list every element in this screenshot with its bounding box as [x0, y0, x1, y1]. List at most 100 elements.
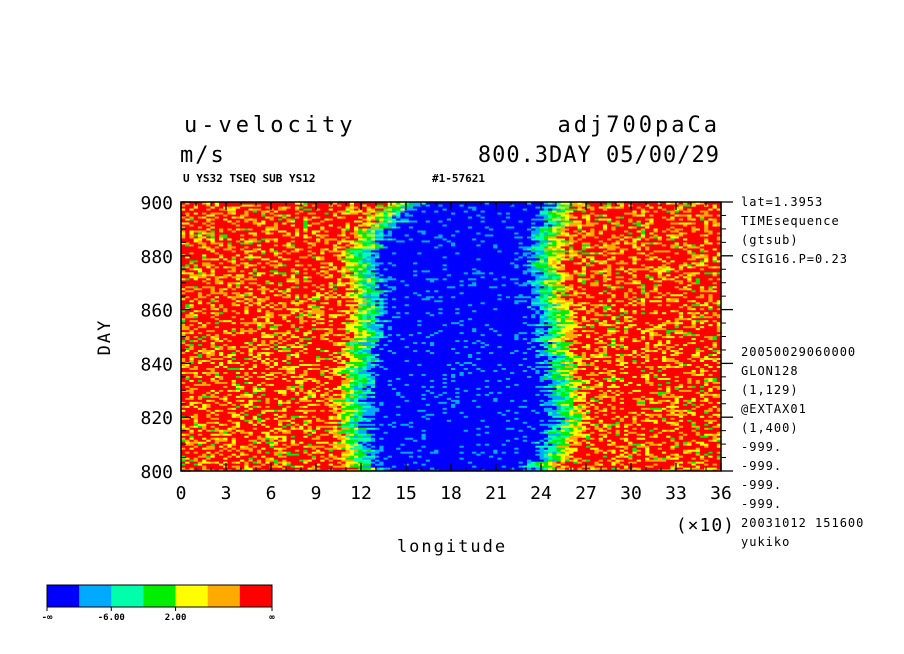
heatmap-cell	[387, 433, 393, 436]
heatmap-cell	[645, 451, 650, 454]
heatmap-cell	[539, 397, 545, 400]
heatmap-cell	[455, 467, 461, 470]
heatmap-cell	[202, 457, 207, 460]
heatmap-cell	[661, 461, 667, 464]
heatmap-cell	[674, 445, 680, 448]
heatmap-cell	[210, 395, 216, 398]
heatmap-cell	[261, 425, 266, 428]
heatmap-cell	[699, 447, 705, 450]
heatmap-cell	[316, 397, 321, 400]
heatmap-cell	[244, 395, 250, 398]
heatmap-cell	[628, 427, 634, 430]
heatmap-cell	[299, 425, 304, 428]
heatmap-cell	[695, 403, 701, 406]
heatmap-cell	[328, 405, 334, 408]
heatmap-cell	[235, 451, 241, 454]
heatmap-cell	[421, 423, 427, 426]
heatmap-cell	[252, 457, 258, 460]
heatmap-cell	[699, 401, 705, 404]
heatmap-cell	[607, 429, 612, 432]
heatmap-cell	[472, 429, 477, 432]
heatmap-cell	[645, 433, 650, 436]
heatmap-cell	[581, 403, 587, 406]
heatmap-cell	[227, 437, 233, 440]
heatmap-cell	[193, 393, 199, 396]
heatmap-cell	[548, 425, 553, 428]
heatmap-cell	[282, 403, 288, 406]
heatmap-cell	[400, 451, 406, 454]
heatmap-cell	[455, 405, 461, 408]
heatmap-cell	[472, 437, 477, 440]
heatmap-cell	[666, 445, 671, 448]
heatmap-cell	[324, 443, 330, 446]
heatmap-cell	[311, 469, 317, 471]
heatmap-cell	[240, 425, 245, 428]
heatmap-cell	[695, 423, 701, 426]
heatmap-cell	[708, 401, 714, 404]
heatmap-cell	[526, 401, 532, 404]
heatmap-cell	[210, 413, 216, 416]
heatmap-cell	[202, 395, 207, 398]
heatmap-cell	[303, 395, 309, 398]
heatmap-cell	[577, 437, 583, 440]
heatmap-cell	[197, 399, 203, 402]
heatmap-cell	[607, 395, 612, 398]
heatmap-cell	[645, 419, 650, 422]
heatmap-cell	[278, 469, 283, 471]
heatmap-cell	[269, 393, 275, 396]
heatmap-cell	[311, 403, 317, 406]
heatmap-cell	[695, 441, 701, 444]
heatmap-cell	[522, 425, 528, 428]
heatmap-cell	[451, 429, 456, 432]
heatmap-cell	[632, 465, 638, 468]
heatmap-cell	[594, 445, 600, 448]
heatmap-cell	[628, 445, 634, 448]
heatmap-cell	[265, 399, 271, 402]
heatmap-cell	[661, 467, 667, 470]
heatmap-cell	[607, 421, 612, 424]
heatmap-cell	[518, 393, 524, 396]
heatmap-cell	[716, 395, 721, 398]
heatmap-cell	[408, 449, 414, 452]
heatmap-cell	[286, 439, 292, 442]
heatmap-cell	[488, 457, 494, 460]
heatmap-cell	[602, 397, 608, 400]
heatmap-cell	[552, 461, 558, 464]
heatmap-cell	[657, 399, 663, 402]
heatmap-cell	[362, 407, 368, 410]
heatmap-cell	[294, 401, 300, 404]
heatmap-cell	[256, 421, 262, 424]
heatmap-cell	[434, 411, 439, 414]
heatmap-cell	[311, 393, 317, 396]
heatmap-cell	[476, 405, 482, 408]
heatmap-cell	[526, 421, 532, 424]
heatmap-cell	[716, 449, 721, 452]
heatmap-cell	[543, 429, 549, 432]
heatmap-cell	[488, 413, 494, 416]
heatmap-cell	[379, 445, 385, 448]
heatmap-cell	[290, 417, 296, 420]
heatmap-cell	[484, 393, 490, 396]
heatmap-cell	[573, 457, 579, 460]
heatmap-cell	[535, 423, 541, 426]
heatmap-cell	[535, 425, 541, 428]
heatmap-cell	[560, 465, 566, 468]
heatmap-cell	[434, 423, 439, 426]
heatmap-cell	[552, 393, 558, 396]
heatmap-cell	[459, 451, 465, 454]
heatmap-cell	[375, 433, 380, 436]
heatmap-cell	[332, 459, 338, 462]
heatmap-cell	[615, 411, 621, 414]
heatmap-cell	[273, 435, 279, 438]
heatmap-cell	[387, 425, 393, 428]
heatmap-cell	[674, 399, 680, 402]
heatmap-cell	[341, 417, 347, 420]
heatmap-cell	[699, 393, 705, 396]
heatmap-cell	[683, 401, 688, 404]
heatmap-cell	[248, 441, 254, 444]
heatmap-cell	[413, 393, 418, 396]
heatmap-cell	[451, 425, 456, 428]
heatmap-cell	[214, 401, 220, 404]
heatmap-cell	[206, 451, 212, 454]
heatmap-cell	[362, 403, 368, 406]
